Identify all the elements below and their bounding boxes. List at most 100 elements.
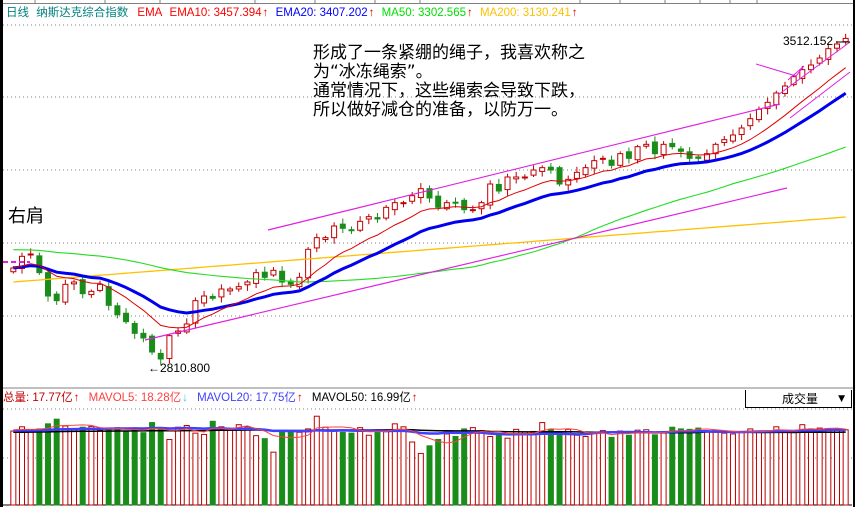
volume-bar: [261, 438, 268, 506]
arrow-down-icon: ↓: [182, 392, 188, 404]
candle-body: [339, 223, 346, 229]
candle-body: [305, 248, 312, 279]
volume-bar: [391, 423, 398, 506]
ma50-line: [13, 146, 846, 283]
rope-channel-upper: [777, 41, 851, 96]
candle-body: [521, 176, 528, 179]
candle-body: [114, 305, 121, 316]
candle-body: [227, 288, 234, 292]
arrow-up-icon: ↑: [73, 392, 80, 404]
candle-body: [660, 143, 667, 156]
candle-body: [833, 43, 840, 49]
volume-bar: [287, 430, 294, 506]
candle-body: [729, 134, 736, 142]
candle-body: [157, 352, 164, 360]
volume-bar: [617, 430, 624, 506]
trend-channel-lower: [144, 187, 788, 341]
volume-bar: [677, 428, 684, 506]
candle-body: [686, 151, 693, 159]
volume-bar: [755, 430, 762, 506]
volume-bar: [521, 431, 528, 506]
volume-bar: [660, 432, 667, 506]
volume-bar: [825, 427, 832, 506]
volume-bar: [643, 429, 650, 506]
volume-bar: [201, 433, 208, 506]
candle-body: [443, 202, 450, 210]
candle-body: [244, 281, 251, 286]
volume-bar: [738, 430, 745, 506]
volume-bar: [478, 430, 485, 506]
volume-bar: [114, 427, 121, 506]
ma50-value: MA50: 3302.565: [381, 7, 466, 19]
candle-body: [279, 270, 286, 283]
chevron-down-icon: ▼: [838, 394, 845, 404]
volume-bar: [799, 424, 806, 506]
arrow-up-icon: ↑: [296, 392, 303, 404]
volume-bar: [565, 428, 572, 506]
volume-bar: [270, 451, 277, 506]
volume-bar: [443, 433, 450, 506]
volume-bar: [547, 428, 554, 506]
volume-bar: [62, 425, 69, 506]
volume-bar: [365, 434, 372, 506]
candle-body: [677, 148, 684, 152]
volume-bar: [192, 432, 199, 506]
volume-bar: [183, 425, 190, 506]
top-border: [0, 0, 855, 4]
volume-bar: [729, 433, 736, 506]
volume-bar: [53, 418, 60, 506]
volume-bar: [781, 431, 788, 506]
volume-bar: [140, 432, 147, 506]
candle-body: [755, 108, 762, 121]
arrow-up-icon: ↑: [571, 7, 578, 19]
volume-bar: [409, 441, 416, 506]
volume-bar: [833, 429, 840, 506]
volume-legend: 总量: 17.77亿↑ MAVOL5: 18.28亿↓ MAVOL20: 17.…: [3, 390, 424, 406]
volume-bar: [790, 431, 797, 506]
volume-bar: [582, 436, 589, 506]
volume-bar: [487, 436, 494, 506]
candle-body: [79, 279, 86, 295]
volume-bar: [764, 430, 771, 506]
price-legend: 日线 纳斯达克综合指数 EMA EMA10: 3457.394↑ EMA20: …: [6, 5, 582, 21]
mavol20-value: MAVOL20: 17.75亿: [197, 392, 296, 404]
volume-bar: [279, 430, 286, 506]
candle-body: [764, 101, 771, 109]
left-border: [0, 0, 3, 507]
volume-bar: [10, 430, 17, 506]
candle-body: [747, 118, 754, 127]
volume-bar: [97, 429, 104, 506]
volume-bar: [131, 427, 138, 506]
candle-body: [201, 295, 208, 304]
arrow-up-icon: ↑: [411, 392, 418, 404]
volume-bar: [461, 428, 468, 506]
indicator-selector-dropdown[interactable]: 成交量 ▼: [745, 390, 852, 408]
candle-body: [695, 156, 702, 159]
candle-body: [235, 286, 242, 290]
candle-body: [807, 64, 814, 71]
candle-body: [209, 295, 216, 299]
candle-body: [140, 332, 147, 339]
candle-body: [123, 312, 130, 323]
ema10-value: EMA10: 3457.394: [169, 7, 262, 19]
volume-bar: [513, 428, 520, 506]
candle-body: [651, 141, 658, 155]
volume-bar: [695, 427, 702, 506]
volume-bar: [175, 426, 182, 506]
candle-body: [166, 335, 173, 360]
volume-bar: [166, 438, 173, 506]
frozen-rope-annotation: 形成了一条紧绷的绳子，我喜欢称之 为“冰冻绳索”。 通常情况下，这些绳索会导致下…: [313, 44, 585, 120]
volume-bar: [703, 430, 710, 506]
candle-body: [816, 57, 823, 64]
candle-body: [313, 237, 320, 249]
candle-body: [36, 255, 43, 274]
volume-bar: [305, 428, 312, 506]
candle-body: [253, 272, 260, 284]
volume-bar: [591, 432, 598, 506]
candle-body: [374, 217, 381, 220]
candle-body: [504, 176, 511, 191]
candle-body: [452, 201, 459, 204]
volume-bar: [773, 426, 780, 506]
